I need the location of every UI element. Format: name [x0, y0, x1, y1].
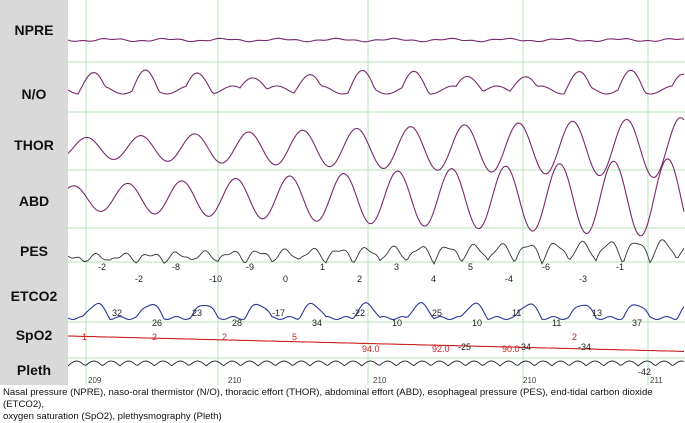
channel-label-spo2: SpO2: [15, 327, 53, 343]
channel-label-pleth: Pleth: [16, 362, 52, 378]
figure-caption: Nasal pressure (NPRE), naso-oral thermis…: [3, 387, 683, 423]
spo2-value-label-6: 90.0: [502, 344, 520, 354]
pes-value-label-7: 2: [357, 274, 362, 284]
trace-no: [68, 69, 685, 95]
etco2-value-label-5: 34: [312, 318, 322, 328]
spo2-value-label-3: 5: [292, 332, 297, 342]
pes-value-label-12: -6: [542, 262, 550, 272]
spo2-value-label-5: 92.0: [432, 344, 450, 354]
time-tick-label-2: 210: [373, 376, 387, 385]
etco2-value-label-13: 37: [632, 318, 642, 328]
channel-label-no: N/O: [21, 86, 47, 102]
signal-traces: -2-2-8-10-9012345-4-6-3-132262328-1734-2…: [68, 0, 685, 385]
etco2-value-label-7: 10: [392, 318, 402, 328]
channel-label-etco2: ETCO2: [10, 288, 58, 304]
pes-value-label-13: -3: [579, 274, 587, 284]
caption-line-1: Nasal pressure (NPRE), naso-oral thermis…: [3, 387, 653, 410]
pes-value-label-5: 0: [283, 274, 288, 284]
etco2-value-label-4: -17: [272, 308, 285, 318]
etco2-value-label-8: 25: [432, 308, 442, 318]
etco2-value-label-0: 32: [112, 308, 122, 318]
spo2-value-label-1: 2: [152, 332, 157, 342]
pes-lower-label-0: -25: [458, 342, 471, 352]
etco2-value-label-1: 26: [152, 318, 162, 328]
time-tick-label-4: 211: [650, 376, 663, 385]
spo2-value-label-4: 94.0: [362, 344, 380, 354]
trace-pes: [68, 239, 685, 265]
time-tick-label-3: 210: [523, 376, 537, 385]
etco2-value-label-12: 13: [592, 308, 602, 318]
etco2-value-label-11: 11: [552, 318, 561, 328]
trace-pleth: [68, 360, 685, 367]
etco2-value-label-10: 11: [512, 308, 521, 318]
channel-label-npre: NPRE: [14, 22, 54, 38]
pes-value-label-9: 4: [431, 274, 436, 284]
pes-value-label-10: 5: [468, 262, 473, 272]
time-tick-label-0: 209: [88, 376, 102, 385]
pes-value-label-11: -4: [505, 274, 513, 284]
time-tick-label-1: 210: [228, 376, 242, 385]
trace-abd: [68, 158, 685, 237]
pes-value-label-3: -10: [209, 274, 222, 284]
channel-label-pes: PES: [19, 243, 48, 259]
pes-lower-label-2: -34: [578, 342, 591, 352]
pes-value-label-14: -1: [616, 262, 624, 272]
trace-spo2: [68, 335, 684, 352]
spo2-value-label-7: 2: [572, 332, 577, 342]
channel-label-column: NPRE N/O THOR ABD PES ETCO2 SpO2 Pleth: [0, 0, 68, 385]
etco2-value-label-6: -22: [352, 308, 365, 318]
pes-value-label-4: -9: [246, 262, 254, 272]
spo2-value-label-2: 2: [222, 332, 227, 342]
caption-line-2: oxygen saturation (SpO2), plethysmograph…: [3, 411, 222, 422]
trace-etco2: [68, 302, 685, 321]
trace-npre: [68, 37, 685, 43]
pes-value-label-2: -8: [172, 262, 180, 272]
trace-thor: [68, 117, 685, 179]
etco2-value-label-9: 10: [472, 318, 482, 328]
pes-lower-label-3: -42: [638, 367, 651, 377]
spo2-value-label-0: 1: [82, 332, 87, 342]
channel-label-thor: THOR: [14, 137, 54, 153]
pes-value-label-1: -2: [135, 274, 143, 284]
polysomnography-figure: NPRE N/O THOR ABD PES ETCO2 SpO2 Pleth -…: [0, 0, 685, 385]
pes-lower-label-1: -34: [518, 342, 531, 352]
etco2-value-label-2: 23: [192, 308, 202, 318]
pes-value-label-6: 1: [320, 262, 325, 272]
channel-label-abd: ABD: [18, 193, 50, 209]
etco2-value-label-3: 28: [232, 318, 242, 328]
pes-value-label-0: -2: [98, 262, 106, 272]
pes-value-label-8: 3: [394, 262, 399, 272]
